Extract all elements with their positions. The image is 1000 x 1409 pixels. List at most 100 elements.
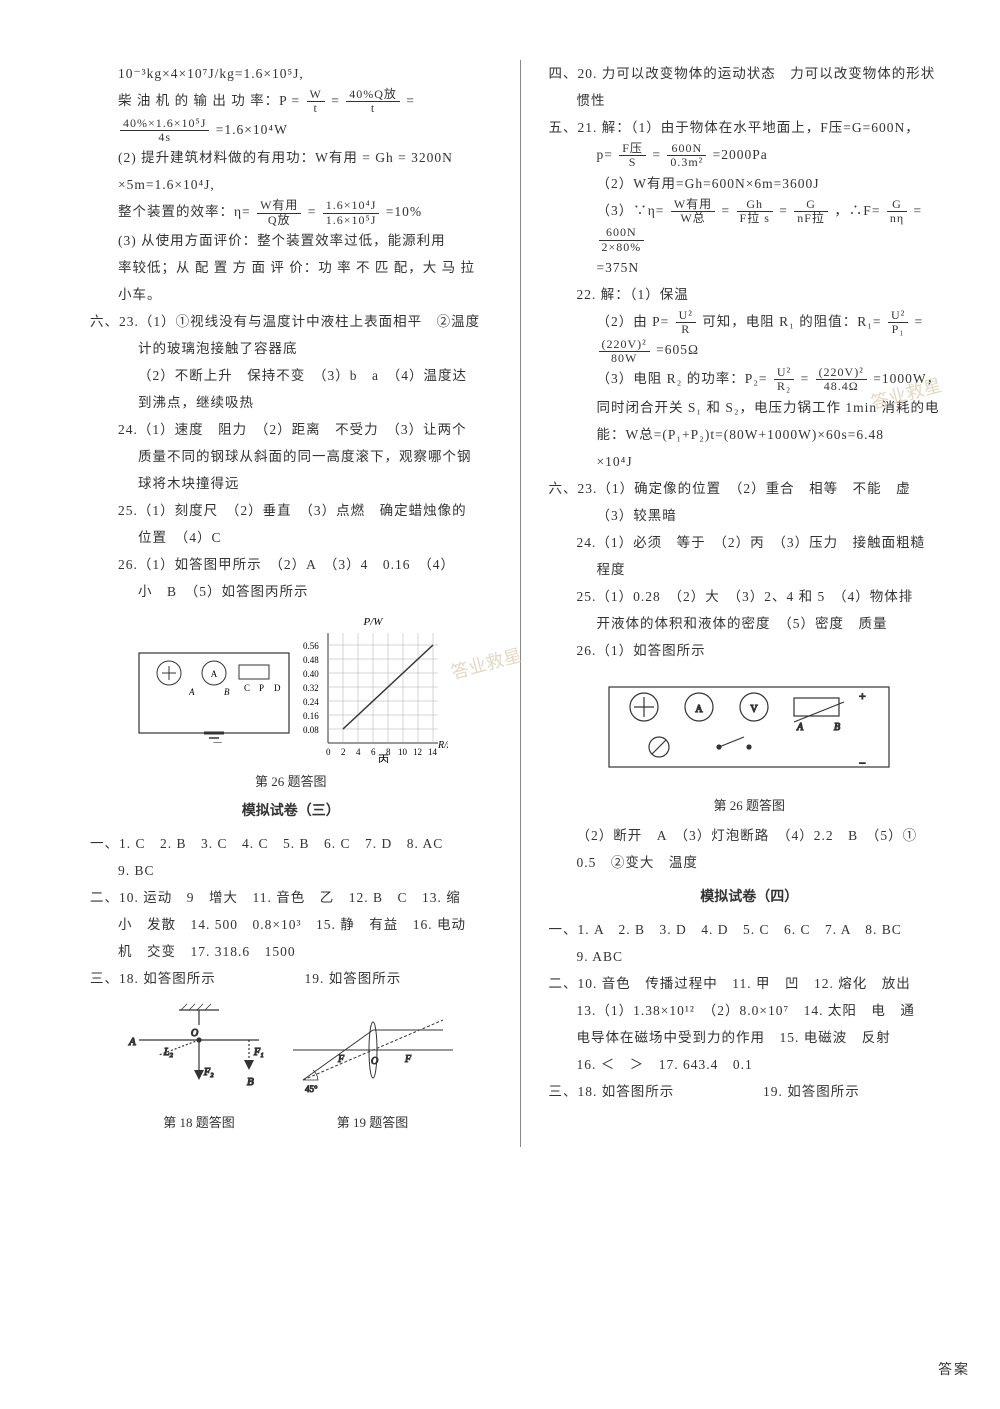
fraction: U²R bbox=[676, 309, 696, 336]
text-line: 25.（1）刻度尺 （2）垂直 （3）点燃 确定蜡烛像的 bbox=[90, 497, 492, 524]
svg-text:A: A bbox=[696, 704, 704, 715]
text-span: =1000W， bbox=[873, 371, 941, 386]
fraction: GnF拉 bbox=[794, 198, 828, 225]
svg-text:0.56: 0.56 bbox=[303, 641, 319, 651]
figure-26-left: A CPD AB 甲 P/W bbox=[90, 613, 492, 763]
text-line: 0.5 ②变大 温度 bbox=[549, 849, 951, 876]
mock-exam-3-title: 模拟试卷（三） bbox=[90, 800, 492, 820]
text-span: =2000Pa bbox=[713, 147, 768, 162]
text-line: ×10⁴J bbox=[549, 448, 951, 475]
text-line: 16. ＜ ＞ 17. 643.4 0.1 bbox=[549, 1051, 951, 1078]
power-resistance-graph: P/W 0.08 0.16 0.24 0.32 0.4 bbox=[298, 613, 448, 763]
text-span: （3）电阻 R₂ 的功率：P₂= bbox=[597, 371, 768, 386]
svg-text:F₂: F₂ bbox=[203, 1067, 214, 1078]
text-span: p= bbox=[597, 147, 613, 162]
text-line: p= F压S = 600N0.3m² =2000Pa bbox=[549, 141, 951, 170]
fraction: GhF拉 s bbox=[737, 198, 773, 225]
fraction: F压S bbox=[619, 142, 646, 169]
text-line: 开液体的体积和液体的密度 （5）密度 质量 bbox=[549, 610, 951, 637]
text-span: = bbox=[801, 371, 810, 386]
text-line: 到沸点，继续吸热 bbox=[90, 389, 492, 416]
svg-text:0.48: 0.48 bbox=[303, 655, 319, 665]
left-column: 10⁻³kg×4×10⁷J/kg=1.6×10⁵J, 柴 油 机 的 输 出 功… bbox=[90, 60, 492, 1147]
fraction: Wt bbox=[307, 88, 325, 115]
text-span: （2）由 P= bbox=[597, 314, 670, 329]
column-divider bbox=[520, 60, 521, 1147]
text-line: 26.（1）如答图所示 bbox=[549, 637, 951, 664]
page-container: 10⁻³kg×4×10⁷J/kg=1.6×10⁵J, 柴 油 机 的 输 出 功… bbox=[0, 0, 1000, 1187]
fraction: U²P₁ bbox=[888, 309, 908, 336]
text-line: =375N bbox=[549, 254, 951, 281]
svg-text:45°: 45° bbox=[305, 1084, 318, 1094]
text-line: 电导体在磁场中受到力的作用 15. 电磁波 反射 bbox=[549, 1024, 951, 1051]
text-span: = bbox=[331, 93, 344, 108]
text-line: （3）∵η= W有用W总 = GhF拉 s = GnF拉 ，∴F= Gnη = … bbox=[549, 197, 951, 254]
text-span: 三、18. 如答图所示 bbox=[549, 1084, 675, 1099]
figure-26-right: A V + − A B bbox=[549, 672, 951, 787]
svg-text:A: A bbox=[211, 669, 218, 679]
text-line: 小车。 bbox=[90, 281, 492, 308]
text-line: 质量不同的钢球从斜面的同一高度滚下，观察哪个钢 bbox=[90, 443, 492, 470]
text-line: 小 发散 14. 500 0.8×10³ 15. 静 有益 16. 电动 bbox=[90, 911, 492, 938]
svg-text:D: D bbox=[274, 683, 281, 693]
circuit-diagram-icon: A CPD AB 甲 bbox=[134, 633, 294, 743]
text-span: 整个装置的效率：η= bbox=[118, 204, 251, 219]
text-span: = bbox=[779, 203, 788, 218]
text-span: = bbox=[308, 204, 317, 219]
svg-text:0.24: 0.24 bbox=[303, 697, 319, 707]
svg-text:C: C bbox=[244, 683, 250, 693]
text-span: 19. 如答图所示 bbox=[763, 1084, 860, 1099]
mock-exam-4-title: 模拟试卷（四） bbox=[549, 886, 951, 906]
svg-text:0.32: 0.32 bbox=[303, 683, 319, 693]
svg-text:−: − bbox=[859, 756, 866, 770]
figure-caption: 第 26 题答图 bbox=[90, 771, 492, 790]
svg-text:A: A bbox=[128, 1036, 136, 1048]
text-span: 柴 油 机 的 输 出 功 率：P = bbox=[118, 93, 300, 108]
svg-text:10: 10 bbox=[398, 747, 408, 757]
text-line: 9. BC bbox=[90, 857, 492, 884]
text-line: 六、23.（1）①视线没有与温度计中液柱上表面相平 ②温度 bbox=[90, 308, 492, 335]
text-line: 惯性 bbox=[549, 87, 951, 114]
svg-text:0.08: 0.08 bbox=[303, 725, 319, 735]
text-line: 程度 bbox=[549, 556, 951, 583]
page-footer-label: 答案 bbox=[938, 1359, 970, 1379]
text-line: 一、1. A 2. B 3. D 4. D 5. C 6. C 7. A 8. … bbox=[549, 916, 951, 943]
fraction: (220V)²80W bbox=[599, 338, 650, 365]
text-line: 能：W总=(P₁+P₂)t=(80W+1000W)×60s=6.48 bbox=[549, 421, 951, 448]
text-line: 24.（1）必须 等于 （2）丙 （3）压力 接触面粗糙 bbox=[549, 529, 951, 556]
svg-text:A: A bbox=[188, 687, 195, 697]
figure-caption: 第 19 题答图 bbox=[283, 1112, 463, 1131]
text-line: 六、23.（1）确定像的位置 （2）重合 相等 不能 虚 bbox=[549, 475, 951, 502]
figures-18-19: O F₁ F₂ A L₂ B F O bbox=[90, 1000, 492, 1100]
text-line: 9. ABC bbox=[549, 943, 951, 970]
svg-text:0: 0 bbox=[326, 747, 331, 757]
text-span: = bbox=[722, 203, 731, 218]
figure-caption: 第 18 题答图 bbox=[119, 1112, 279, 1131]
svg-text:P: P bbox=[259, 683, 264, 693]
text-span: = bbox=[406, 93, 415, 108]
text-span: = bbox=[652, 147, 661, 162]
fraction: U²R₂ bbox=[774, 366, 794, 393]
text-line: 一、1. C 2. B 3. C 4. C 5. B 6. C 7. D 8. … bbox=[90, 830, 492, 857]
text-span: 19. 如答图所示 bbox=[305, 971, 402, 986]
fraction: 1.6×10⁴J1.6×10⁵J bbox=[323, 199, 380, 226]
svg-text:O: O bbox=[371, 1056, 378, 1067]
text-line: 小 B （5）如答图丙所示 bbox=[90, 578, 492, 605]
svg-text:P/W: P/W bbox=[362, 616, 383, 628]
svg-text:B: B bbox=[247, 1076, 254, 1088]
svg-text:0.40: 0.40 bbox=[303, 669, 319, 679]
text-line: 机 交变 17. 318.6 1500 bbox=[90, 938, 492, 965]
text-span: （3）∵η= bbox=[597, 203, 665, 218]
svg-text:14: 14 bbox=[428, 747, 438, 757]
text-line: ×5m=1.6×10⁴J, bbox=[90, 171, 492, 198]
text-line: 24.（1）速度 阻力 （2）距离 不受力 （3）让两个 bbox=[90, 416, 492, 443]
svg-text:V: V bbox=[751, 704, 759, 715]
fraction: 600N2×80% bbox=[599, 226, 645, 253]
text-line: （3）较黑暗 bbox=[549, 502, 951, 529]
figure-captions-row: 第 18 题答图 第 19 题答图 bbox=[90, 1108, 492, 1139]
fraction: W有用W总 bbox=[671, 198, 715, 225]
text-line: （2）不断上升 保持不变 （3）b a （4）温度达 bbox=[90, 362, 492, 389]
text-line: 三、18. 如答图所示 19. 如答图所示 bbox=[90, 965, 492, 992]
svg-text:0.16: 0.16 bbox=[303, 711, 319, 721]
svg-text:B: B bbox=[224, 687, 230, 697]
